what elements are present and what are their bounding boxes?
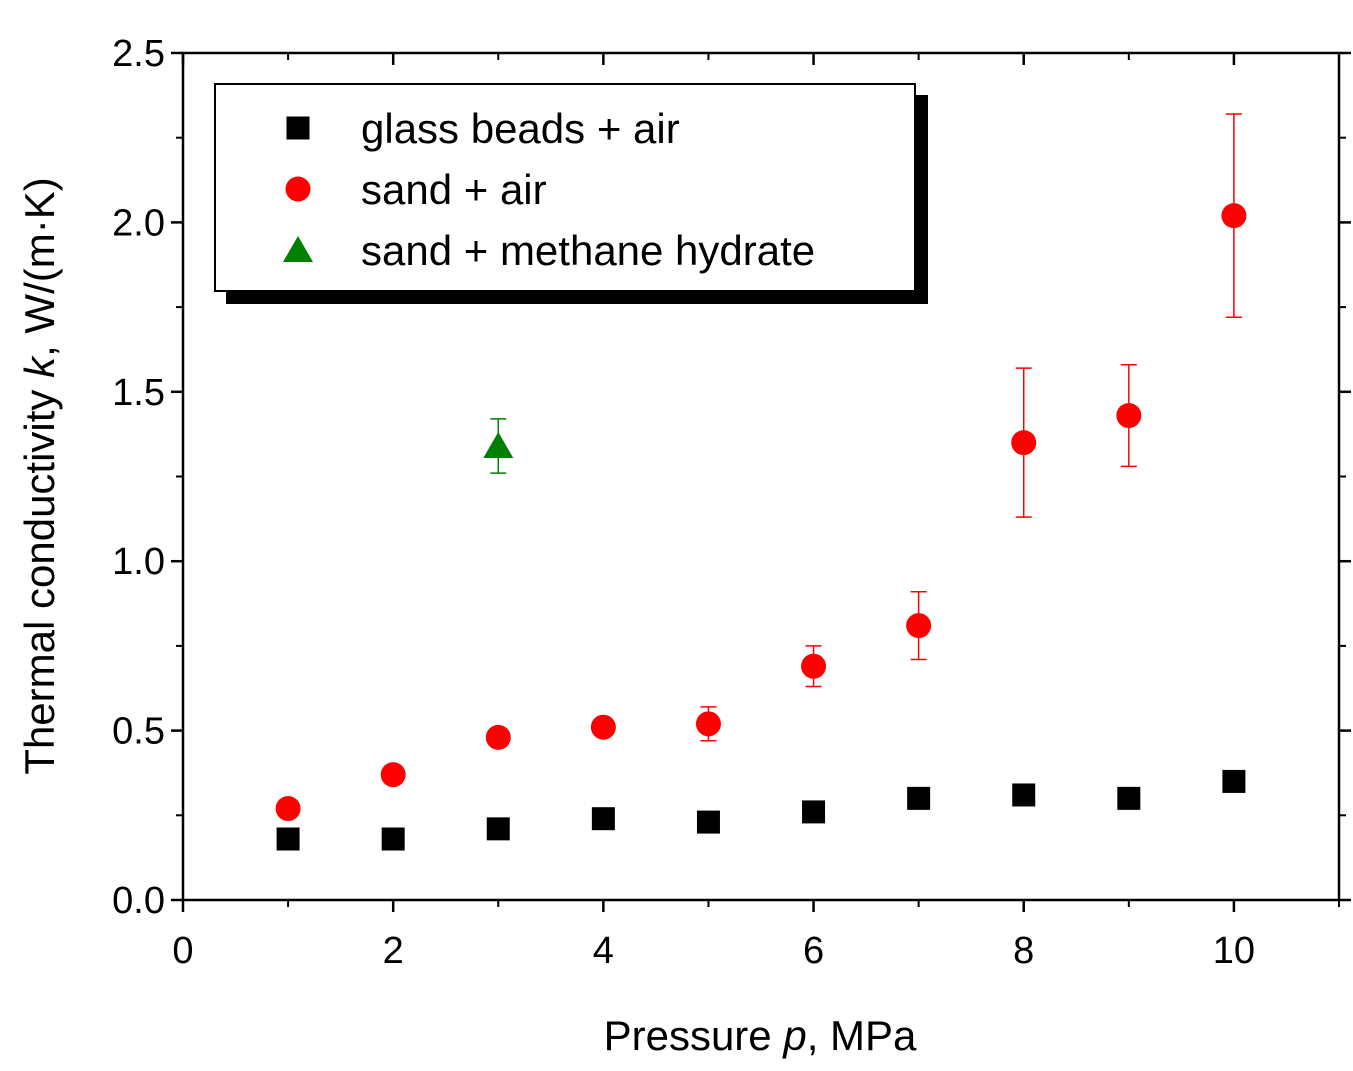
sand-air-point xyxy=(380,762,406,788)
x-axis-title-prefix: Pressure xyxy=(604,1012,784,1059)
glass-beads-air-point xyxy=(1117,786,1141,810)
plot-frame xyxy=(181,51,1341,902)
sand-air-point xyxy=(590,714,616,740)
sand-air-point xyxy=(695,711,721,737)
legend-box xyxy=(214,83,916,292)
x-axis-title-symbol: p xyxy=(781,1012,806,1059)
y-tick-label: 1.0 xyxy=(112,541,165,583)
axis-tick-labels: 0 2 4 6 8 10 0.0 0.5 1.0 1.5 2.0 2.5 xyxy=(112,33,1255,972)
x-tick-label: 6 xyxy=(803,930,824,972)
sand-air-point xyxy=(275,796,301,822)
x-tick-label: 4 xyxy=(593,930,614,972)
legend-label-glass-beads-air: glass beads + air xyxy=(361,105,680,152)
y-tick-label: 1.5 xyxy=(112,372,165,414)
sand-air-point xyxy=(1116,403,1142,429)
y-axis-title-prefix: Thermal conductivity xyxy=(16,378,63,775)
sand-air-point xyxy=(906,613,932,639)
legend-marker-glass-beads-air xyxy=(286,116,310,140)
sand-air-point xyxy=(801,653,827,679)
y-tick-label: 0.5 xyxy=(112,711,165,753)
glass-beads-air-point xyxy=(591,807,615,831)
glass-beads-air-point xyxy=(486,817,510,841)
glass-beads-air-point xyxy=(802,800,826,824)
glass-beads-air-point xyxy=(1012,783,1036,807)
y-axis-title: Thermal conductivity k, W/(m·K) xyxy=(16,177,63,774)
y-tick-label: 2.5 xyxy=(112,33,165,75)
x-tick-label: 0 xyxy=(172,930,193,972)
x-tick-label: 10 xyxy=(1213,930,1255,972)
y-axis-title-symbol: k xyxy=(16,355,63,378)
data-markers xyxy=(275,203,1247,851)
x-axis-title-suffix: , MPa xyxy=(807,1012,917,1059)
legend: glass beads + air sand + air sand + methan… xyxy=(214,83,928,304)
sand-air-point xyxy=(485,724,511,750)
glass-beads-air-point xyxy=(1222,769,1246,793)
x-tick-label: 2 xyxy=(383,930,404,972)
legend-marker-sand-air xyxy=(285,176,311,202)
glass-beads-air-point xyxy=(381,827,405,851)
glass-beads-air-point xyxy=(907,786,931,810)
glass-beads-air-point xyxy=(276,827,300,851)
x-tick-label: 8 xyxy=(1013,930,1034,972)
sand-air-point xyxy=(1221,203,1247,229)
y-axis-title-suffix: , W/(m·K) xyxy=(16,177,63,357)
legend-items: glass beads + air sand + air sand + methan… xyxy=(283,105,815,274)
legend-marker-sand-methane-hydrate xyxy=(283,236,313,262)
glass-beads-air-point xyxy=(696,810,720,834)
legend-label-sand-air: sand + air xyxy=(361,166,547,213)
y-tick-label: 0.0 xyxy=(112,880,165,922)
x-axis-title: Pressure p, MPa xyxy=(604,1012,917,1059)
legend-label-sand-methane-hydrate: sand + methane hydrate xyxy=(361,227,815,274)
y-tick-label: 2.0 xyxy=(112,202,165,244)
sand-air-point xyxy=(1011,430,1037,456)
sand-methane-hydrate-point xyxy=(483,432,514,459)
